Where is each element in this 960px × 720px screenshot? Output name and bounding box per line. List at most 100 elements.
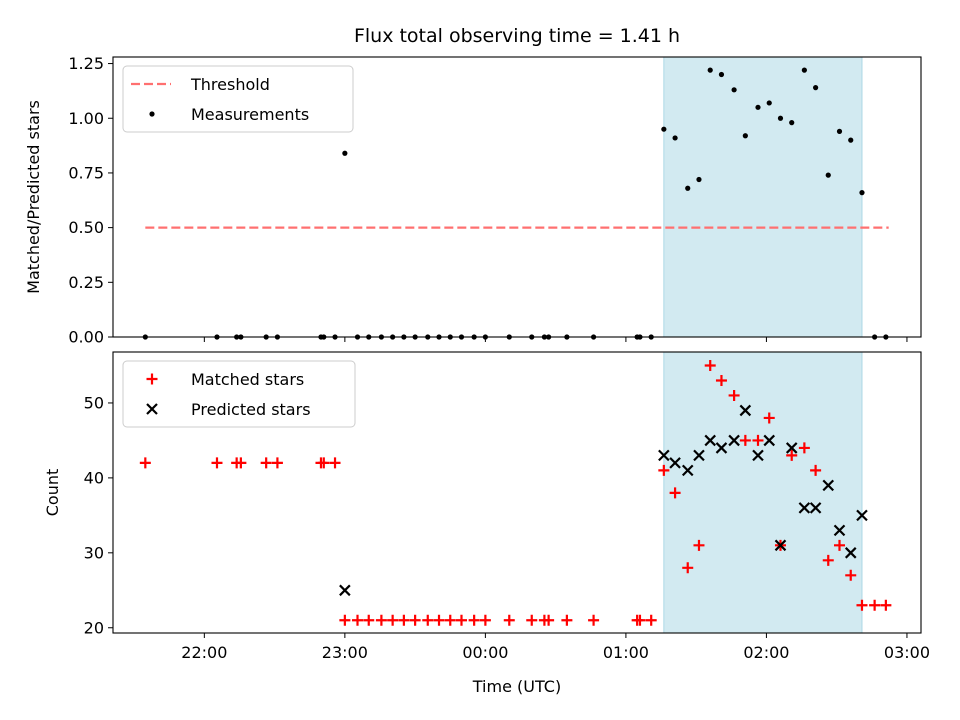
data-point xyxy=(715,442,728,454)
data-point xyxy=(658,464,670,476)
legend: Matched stars Predicted stars xyxy=(122,360,356,428)
data-point xyxy=(763,434,776,447)
data-point xyxy=(813,85,819,91)
data-point xyxy=(844,547,857,559)
data-point xyxy=(271,457,283,469)
data-point xyxy=(503,614,515,626)
x-tick-label: 22:00 xyxy=(181,643,227,662)
data-point xyxy=(363,614,375,626)
data-point xyxy=(822,479,835,492)
data-point xyxy=(822,554,834,566)
data-point xyxy=(681,464,694,477)
x-tick-label: 03:00 xyxy=(884,643,930,662)
data-point xyxy=(696,176,702,183)
data-point xyxy=(704,434,716,447)
data-point xyxy=(672,135,678,141)
legend-label: Threshold xyxy=(190,75,270,94)
data-point xyxy=(728,434,740,447)
data-point xyxy=(409,614,421,626)
data-point xyxy=(728,389,740,401)
data-point xyxy=(836,128,843,134)
data-point xyxy=(825,172,831,178)
data-point xyxy=(718,71,725,78)
data-point xyxy=(704,359,716,371)
data-point xyxy=(848,137,854,143)
data-point xyxy=(707,67,713,73)
data-point xyxy=(543,614,555,626)
legend-label: Matched stars xyxy=(191,370,304,389)
data-point xyxy=(845,569,857,581)
y-tick-label: 30 xyxy=(84,543,104,562)
legend-label: Predicted stars xyxy=(191,400,311,419)
data-point xyxy=(715,374,727,386)
series-predicted-stars xyxy=(339,404,868,597)
y-axis-label: Count xyxy=(43,469,62,517)
x-tick-label: 23:00 xyxy=(322,643,368,662)
data-point xyxy=(139,457,151,469)
observing-window-span xyxy=(663,56,863,338)
y-axis-label: Matched/Predicted stars xyxy=(24,100,43,294)
y-tick-label: 40 xyxy=(84,468,104,487)
chart-title: Flux total observing time = 1.41 h xyxy=(354,25,680,47)
y-tick-label: 0.75 xyxy=(68,163,104,182)
data-point xyxy=(763,412,775,424)
data-point xyxy=(774,539,787,552)
plot-frame xyxy=(112,351,922,634)
data-point xyxy=(869,599,881,611)
data-point xyxy=(682,562,694,574)
data-point xyxy=(444,614,456,626)
data-point xyxy=(755,104,761,110)
data-point xyxy=(375,614,387,626)
data-point xyxy=(798,442,810,454)
legend-swatch xyxy=(146,373,158,385)
y-tick-label: 1.25 xyxy=(68,54,104,73)
data-point xyxy=(479,614,491,626)
data-point xyxy=(669,487,681,499)
data-point xyxy=(833,524,846,537)
ratio-panel: 0.00 0.25 0.50 0.75 1.00 1.25 Matched/Predicte… xyxy=(24,54,922,347)
data-point xyxy=(739,404,752,417)
x-axis-label: Time (UTC) xyxy=(472,677,561,696)
data-point xyxy=(739,434,751,446)
data-point xyxy=(752,449,764,462)
data-point xyxy=(455,614,467,626)
data-point xyxy=(752,434,764,446)
count-panel: 22:00 23:00 00:00 01:00 02:00 03:00 20 30 40 50 Co… xyxy=(43,351,930,662)
y-tick-label: 0.25 xyxy=(68,273,104,292)
data-point xyxy=(693,449,705,462)
data-point xyxy=(398,614,410,626)
legend-box xyxy=(122,360,356,428)
data-point xyxy=(260,457,272,469)
data-point xyxy=(645,614,657,626)
data-point xyxy=(387,614,399,626)
data-point xyxy=(433,614,445,626)
y-tick-label: 0.50 xyxy=(68,218,104,237)
data-point xyxy=(859,190,865,196)
x-tick-label: 01:00 xyxy=(603,643,649,662)
y-tick-label: 50 xyxy=(84,393,104,412)
data-point xyxy=(766,100,772,106)
data-point xyxy=(352,614,364,626)
data-point xyxy=(856,599,868,611)
y-tick-label: 0.00 xyxy=(68,328,104,347)
data-point xyxy=(339,614,351,626)
data-point xyxy=(318,457,330,469)
data-point xyxy=(634,614,646,626)
data-point xyxy=(833,539,845,551)
legend-swatch xyxy=(149,111,155,117)
data-point xyxy=(809,502,822,514)
data-point xyxy=(786,449,798,461)
series-matched-stars xyxy=(139,359,892,626)
data-point xyxy=(669,457,681,469)
legend-label: Measurements xyxy=(191,105,309,124)
data-point xyxy=(526,614,538,626)
observing-window-span xyxy=(663,351,863,634)
legend: Threshold Measurements xyxy=(122,65,354,133)
data-point xyxy=(661,126,667,132)
data-point xyxy=(658,449,670,462)
data-point xyxy=(856,509,868,522)
data-point xyxy=(342,150,348,156)
data-point xyxy=(880,599,892,611)
data-point xyxy=(742,133,748,139)
